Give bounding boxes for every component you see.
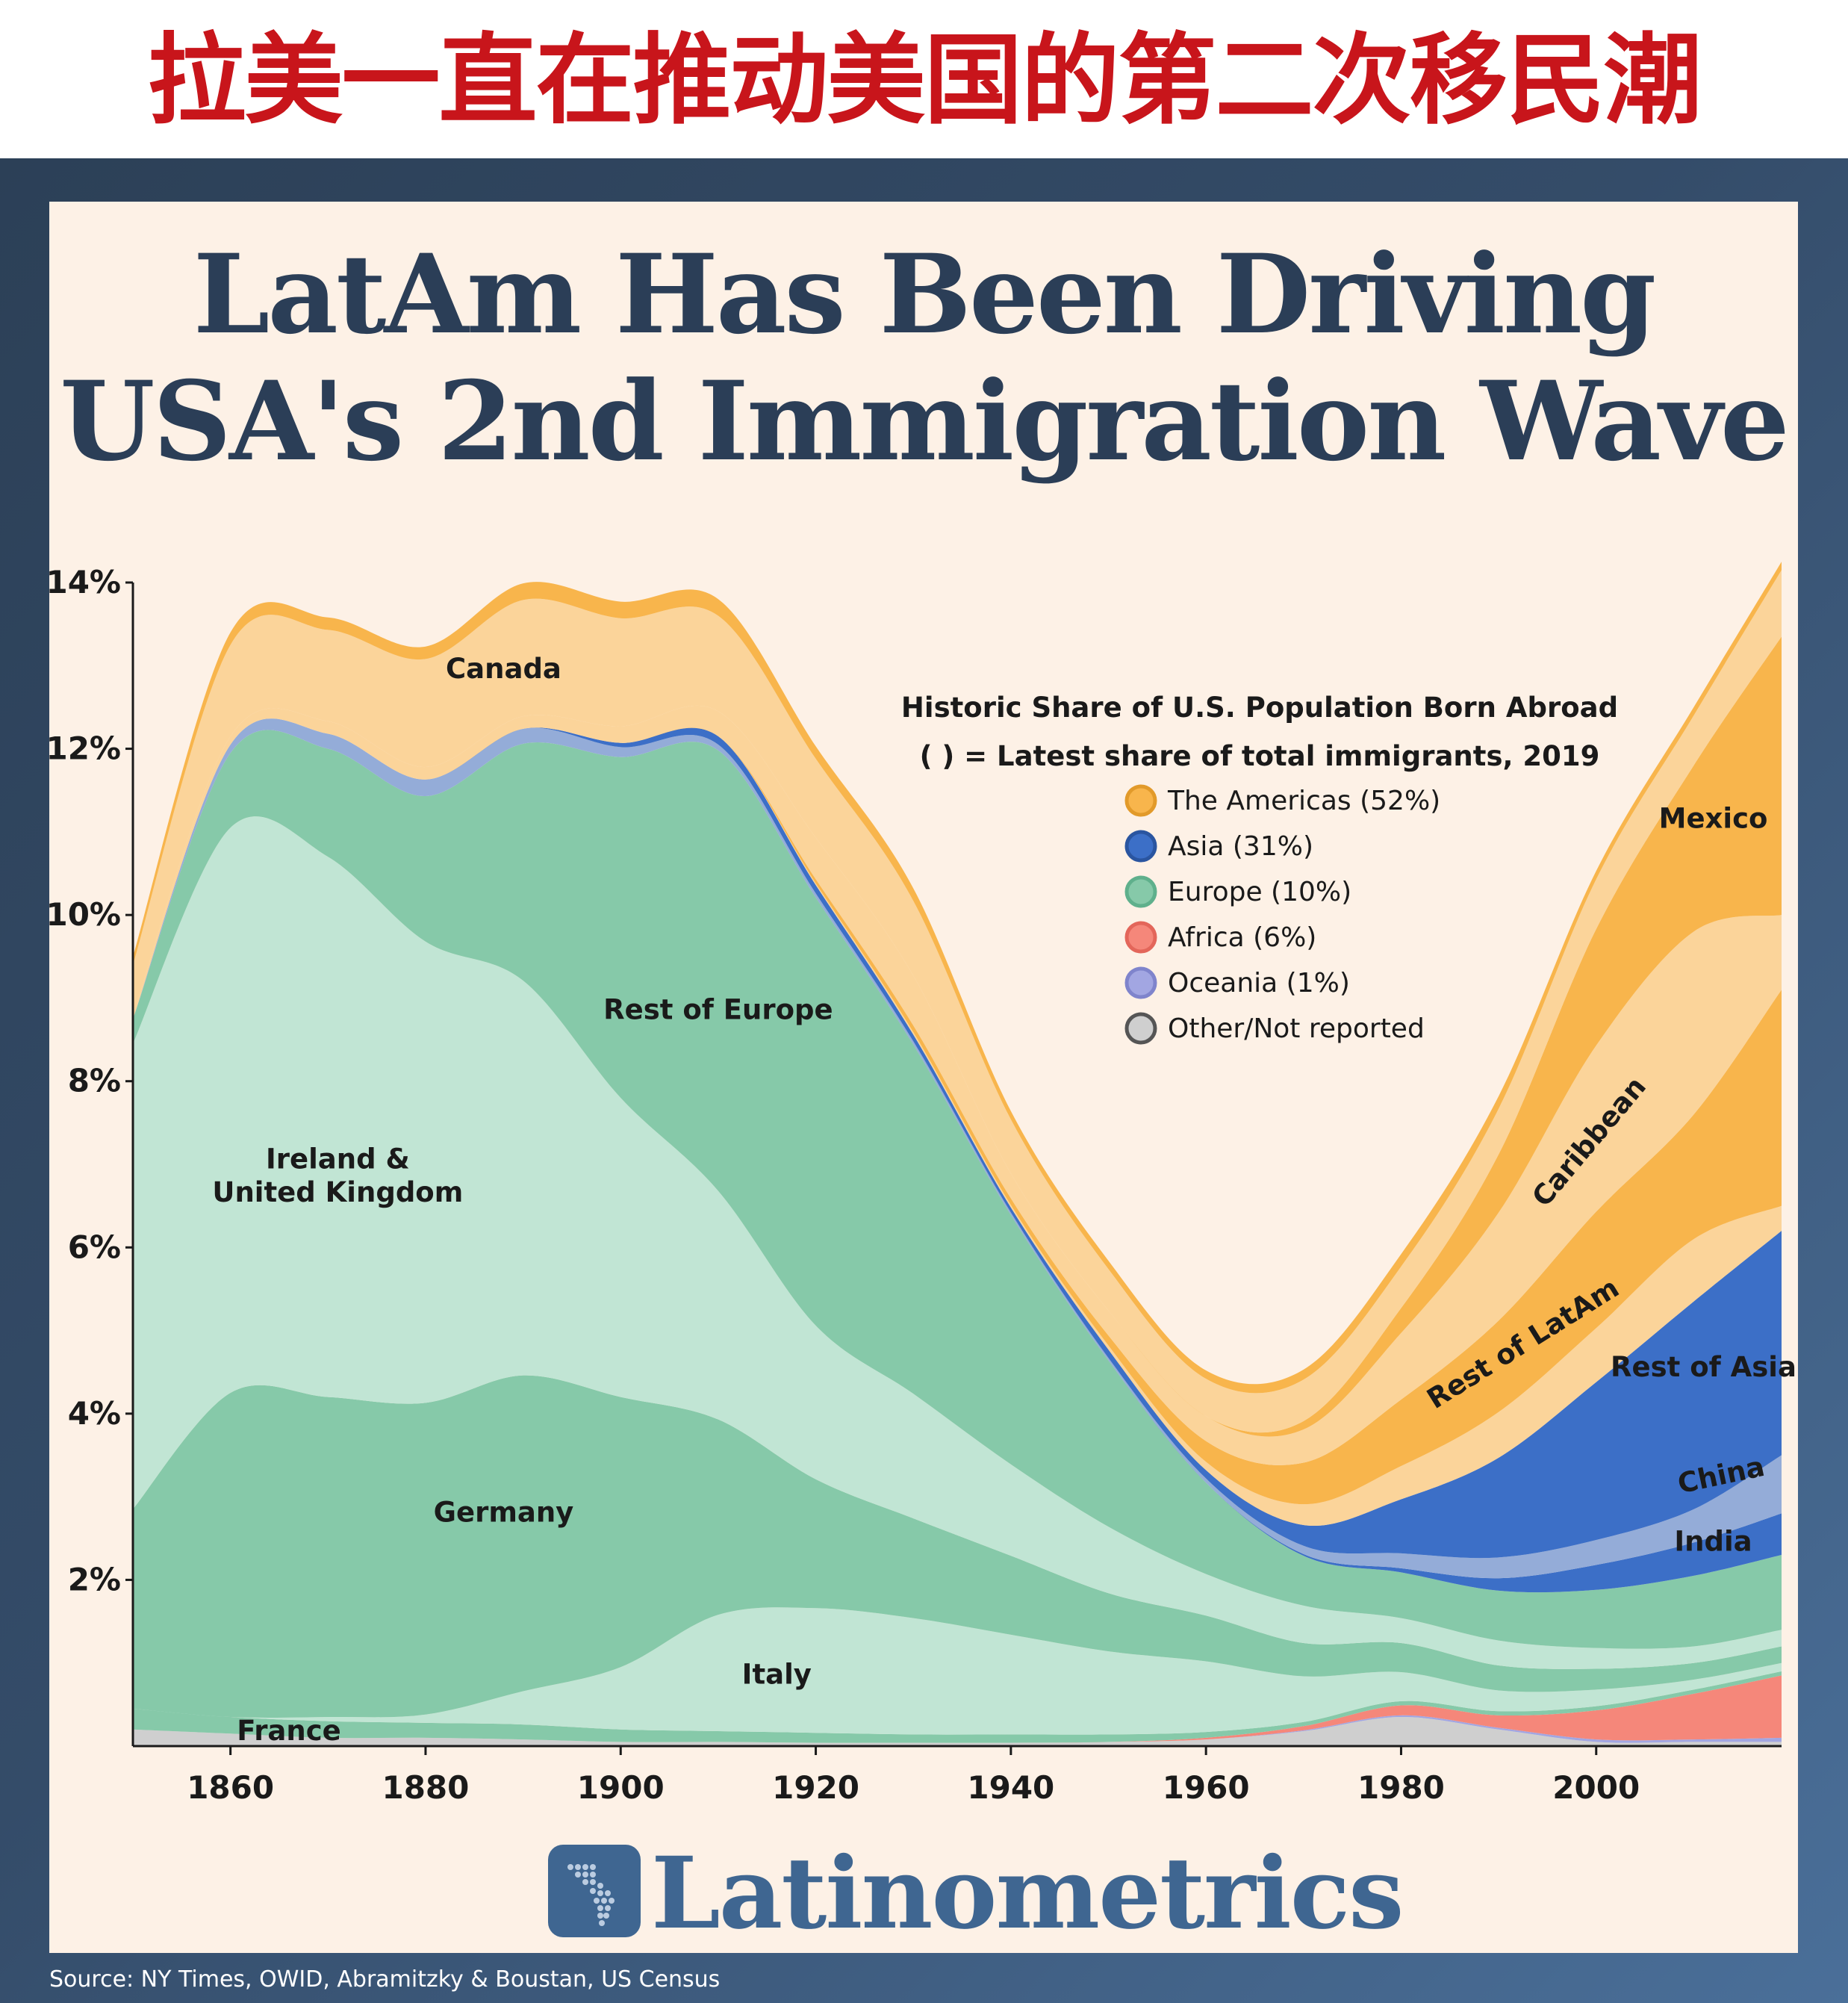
legend-label: Oceania (1%) — [1168, 968, 1350, 999]
area-germany — [133, 1375, 1782, 1718]
area-label: Rest of Asia — [1611, 1351, 1796, 1383]
area-ireland-united-kingdom — [133, 816, 1782, 1669]
area-label: Canada — [446, 653, 561, 685]
y-tick-group: 2% 4% 6% 8% 10% 12% 14% — [49, 564, 133, 1597]
x-tick-group: 1860 1880 1900 1920 1940 1960 1980 2000 — [187, 1746, 1640, 1806]
main-title-line2: USA's 2nd Immigration Wave — [60, 358, 1790, 485]
legend-swatch-icon — [1124, 1012, 1157, 1045]
legend-swatch-icon — [1124, 830, 1157, 863]
area-france — [133, 1671, 1782, 1743]
stacked-area-chart: 2% 4% 6% 8% 10% 12% 14% 1860 1880 1900 1920 1940 19… — [49, 562, 1796, 1806]
y-tick-label: 6% — [68, 1229, 121, 1265]
area-label: France — [237, 1715, 341, 1747]
top-banner: 拉美一直在推动美国的第二次移民潮 — [0, 0, 1848, 158]
legend-title: Historic Share of U.S. Population Born A… — [901, 692, 1618, 724]
x-tick-label: 1980 — [1357, 1769, 1445, 1806]
axes: 2% 4% 6% 8% 10% 12% 14% 1860 1880 1900 1920 1940 19… — [49, 564, 1782, 1806]
area-label: Italy — [742, 1659, 812, 1691]
legend-label: Asia (31%) — [1168, 831, 1313, 862]
y-tick-label: 2% — [68, 1561, 121, 1597]
legend-label: Other/Not reported — [1168, 1013, 1425, 1044]
chart-panel: LatAm Has Been Driving USA's 2nd Immigra… — [49, 202, 1798, 1953]
legend-label: Europe (10%) — [1168, 877, 1351, 907]
brand-footer: Latinometrics — [49, 1836, 1798, 1951]
area-layers — [133, 562, 1782, 1746]
x-tick-label: 1860 — [187, 1769, 274, 1806]
area-label: India — [1674, 1525, 1752, 1557]
main-title: LatAm Has Been Driving USA's 2nd Immigra… — [49, 232, 1798, 485]
source-note: Source: NY Times, OWID, Abramitzky & Bou… — [49, 1966, 721, 1993]
latam-map-icon — [567, 1864, 615, 1926]
x-tick-label: 1880 — [382, 1769, 469, 1806]
area-italy — [133, 1607, 1782, 1735]
area-rest-of-asia — [133, 718, 1782, 1559]
y-tick-label: 10% — [49, 896, 121, 933]
main-title-line1: LatAm Has Been Driving — [193, 231, 1657, 358]
area-rest-of-europe — [133, 730, 1782, 1649]
area-africa — [133, 1675, 1782, 1743]
y-tick-label: 4% — [68, 1395, 121, 1432]
y-tick-label: 8% — [68, 1063, 121, 1099]
legend-subtitle: ( ) = Latest share of total immigrants, … — [920, 740, 1600, 772]
area-label: Ireland & — [266, 1143, 410, 1176]
legend-swatch-icon — [1124, 784, 1157, 817]
area-label: Germany — [434, 1497, 574, 1529]
y-tick-label: 12% — [49, 730, 121, 767]
area-mexico — [133, 705, 1782, 1465]
x-tick-label: 1900 — [577, 1769, 665, 1806]
latam-map-logo-icon — [548, 1845, 641, 1937]
legend-swatch-icon — [1124, 921, 1157, 954]
area-canada — [133, 570, 1782, 1433]
legend-label: Africa (6%) — [1168, 922, 1316, 953]
legend-swatch-icon — [1124, 966, 1157, 999]
brand-name: Latinometrics — [651, 1836, 1404, 1951]
x-tick-label: 1920 — [772, 1769, 859, 1806]
legend: Historic Share of U.S. Population Born A… — [901, 692, 1618, 1045]
x-tick-label: 1960 — [1163, 1769, 1250, 1806]
x-tick-label: 1940 — [967, 1769, 1054, 1806]
legend-items: The Americas (52%) Asia (31%) Europe (10%)… — [1124, 784, 1440, 1045]
area-label: United Kingdom — [212, 1176, 463, 1208]
area-other-not-reported — [133, 1717, 1782, 1746]
legend-swatch-icon — [1124, 875, 1157, 908]
area-label: Mexico — [1659, 802, 1768, 834]
y-tick-label: 14% — [49, 564, 121, 600]
chinese-title: 拉美一直在推动美国的第二次移民潮 — [147, 23, 1702, 138]
legend-label: The Americas (52%) — [1167, 786, 1440, 816]
x-tick-label: 2000 — [1552, 1769, 1640, 1806]
area-label: Rest of Europe — [603, 993, 833, 1025]
